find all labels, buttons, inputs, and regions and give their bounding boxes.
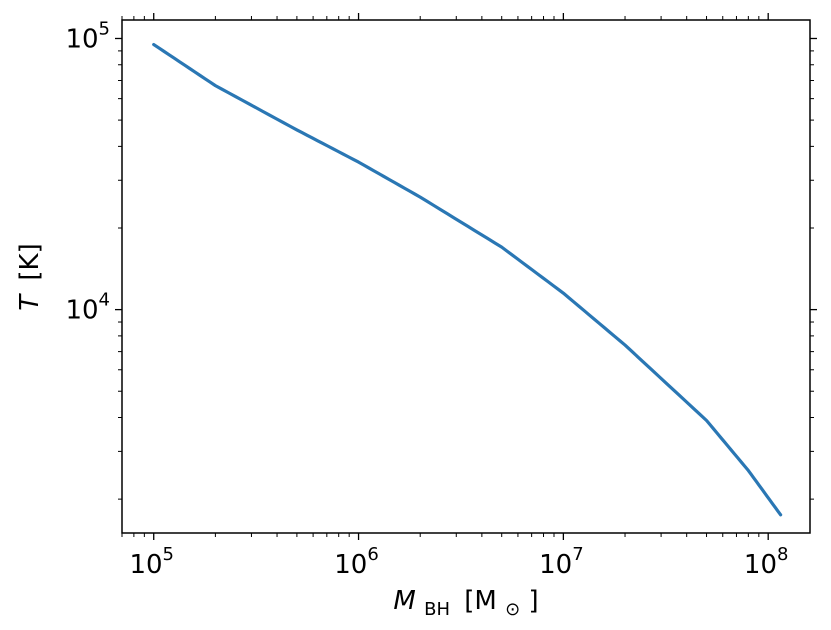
y-axis-label-unit: [K] — [15, 243, 45, 280]
x-tick-label: 107 — [539, 544, 584, 580]
y-tick-label-base: 10 — [65, 24, 98, 54]
x-tick-label-exponent: 5 — [163, 544, 174, 565]
y-tick-label: 104 — [65, 290, 110, 326]
x-tick-label: 108 — [744, 544, 789, 580]
x-tick-label-exponent: 6 — [367, 544, 378, 565]
major-ticks — [115, 13, 817, 540]
minor-ticks — [118, 16, 814, 537]
x-axis-label-subscript: BH — [424, 599, 450, 620]
x-tick-label: 106 — [334, 544, 379, 580]
y-tick-label-base: 10 — [65, 296, 98, 326]
x-axis-label-unit: [M — [464, 586, 497, 616]
y-axis-label: T [K] — [15, 243, 45, 311]
y-tick-label-exponent: 5 — [99, 18, 110, 39]
x-axis-label-unit-close: ] — [528, 586, 538, 616]
x-tick-label-base: 10 — [129, 550, 162, 580]
series-line — [152, 42, 783, 517]
x-tick-label-exponent: 7 — [572, 544, 583, 565]
x-tick-label: 105 — [129, 544, 174, 580]
x-axis-label-symbol: M — [393, 586, 415, 616]
y-tick-label-exponent: 4 — [99, 290, 110, 311]
series-layer — [152, 42, 783, 517]
x-tick-label-base: 10 — [539, 550, 572, 580]
x-tick-label-base: 10 — [744, 550, 777, 580]
x-tick-label-base: 10 — [334, 550, 367, 580]
plot-frame — [121, 19, 811, 534]
y-tick-label: 105 — [65, 18, 110, 54]
x-tick-label-exponent: 8 — [777, 544, 788, 565]
y-axis-label-symbol: T — [15, 293, 45, 311]
x-axis-label: M BH [M ⊙ ] — [393, 586, 538, 622]
x-axis-label-unit-sub: ⊙ — [505, 599, 520, 620]
